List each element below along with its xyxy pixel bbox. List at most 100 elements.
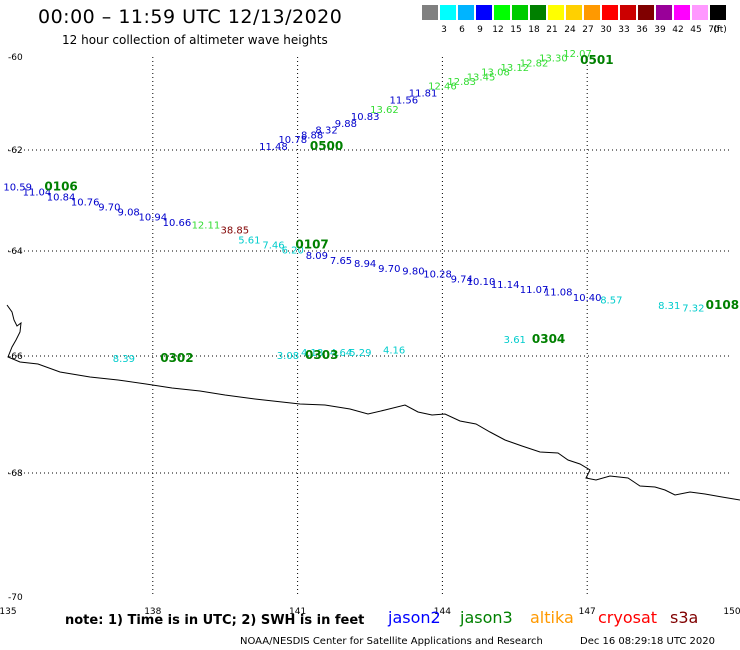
legend-swatch <box>566 5 582 20</box>
swh-reading: 10.10 <box>467 277 496 288</box>
swh-reading: 12.82 <box>520 58 549 69</box>
lat-tick-label: -70 <box>8 593 23 603</box>
footer-note: note: 1) Time is in UTC; 2) SWH is in fe… <box>65 613 365 628</box>
swh-reading: 10.78 <box>278 135 307 146</box>
pass-id-label: 0108 <box>706 298 739 312</box>
lon-tick-label: 135 <box>0 607 17 617</box>
satellite-label-jason2: jason2 <box>388 608 441 627</box>
legend-label: 42 <box>672 25 684 35</box>
pass-id-label: 0304 <box>532 332 565 346</box>
observations: 13.84 12.0713.3012.8213.1213.0813.4512.83… <box>3 0 704 365</box>
swh-reading: 10.66 <box>163 218 192 229</box>
swh-reading: 11.04 <box>23 187 52 198</box>
lon-tick-label: 150 <box>723 607 740 617</box>
legend-label: 24 <box>564 25 576 35</box>
swh-reading: 12.46 <box>428 82 457 93</box>
swh-reading: 11.14 <box>491 280 520 291</box>
legend-label: 6 <box>459 25 465 35</box>
generated-timestamp: Dec 16 08:29:18 UTC 2020 <box>580 636 715 647</box>
swh-reading: 11.08 <box>544 288 573 299</box>
legend-swatch <box>656 5 672 20</box>
legend-swatch <box>548 5 564 20</box>
swh-reading: 3.61 <box>504 335 526 346</box>
swh-reading: 11.07 <box>520 285 549 296</box>
legend-label: 30 <box>600 25 612 35</box>
swh-reading: 4.16 <box>383 345 405 356</box>
coastline <box>6 304 740 501</box>
pass-id-label: 0303 <box>305 348 338 362</box>
swh-reading: 12.83 <box>447 77 476 88</box>
pass-id-label: 0500 <box>310 139 343 153</box>
swh-reading: 13.62 <box>370 105 399 116</box>
legend-swatch <box>422 5 438 20</box>
legend-swatch <box>584 5 600 20</box>
legend-swatch <box>620 5 636 20</box>
lon-tick-label: 144 <box>434 607 451 617</box>
lat-tick-label: -66 <box>8 352 23 362</box>
swh-reading: 10.59 <box>3 182 32 193</box>
legend-label: 33 <box>618 25 630 35</box>
pass-id-label: 0501 <box>580 53 613 67</box>
legend-label: 27 <box>582 25 594 35</box>
graticule <box>8 57 732 597</box>
swh-reading: 8.88 <box>301 130 323 141</box>
swh-reading: 13.45 <box>467 72 496 83</box>
swh-reading: 12.11 <box>192 220 221 231</box>
lat-tick-label: -64 <box>8 247 23 257</box>
swh-reading: 4.18 <box>301 348 323 359</box>
swh-reading: 9.08 <box>118 208 140 219</box>
legend-swatch <box>512 5 528 20</box>
swh-reading: 5.29 <box>349 348 371 359</box>
swh-reading: 12.07 <box>563 49 592 60</box>
swh-reading: 8.32 <box>315 126 337 137</box>
lat-tick-label: -60 <box>8 53 23 63</box>
pass-id-label: 0107 <box>295 237 328 251</box>
swh-reading: 10.83 <box>351 112 380 123</box>
swh-reading: 13.08 <box>481 68 510 79</box>
legend-label: 3 <box>441 25 447 35</box>
swh-reading: 10.84 <box>47 193 76 204</box>
swh-reading: 8.94 <box>354 259 376 270</box>
map-area <box>0 57 740 598</box>
legend-swatch <box>494 5 510 20</box>
legend-unit: (ft) <box>713 25 727 35</box>
legend-label: 12 <box>492 25 504 35</box>
legend-swatch <box>458 5 474 20</box>
swh-reading: 10.94 <box>138 213 167 224</box>
swh-reading: 9.88 <box>335 119 357 130</box>
lon-tick-label: 141 <box>289 607 306 617</box>
swh-reading: 7.65 <box>330 256 352 267</box>
swh-reading: 11.56 <box>389 96 418 107</box>
lat-tick-label: -62 <box>8 146 23 156</box>
swh-reading: 7.46 <box>262 240 284 251</box>
swh-reading: 13.30 <box>539 54 568 65</box>
swh-reading: 10.40 <box>573 293 602 304</box>
swh-reading: 38.85 <box>221 225 250 236</box>
satellite-label-altika: altika <box>530 608 574 627</box>
lon-tick-label: 147 <box>579 607 596 617</box>
legend-swatch <box>602 5 618 20</box>
satellite-label-jason3: jason3 <box>460 608 513 627</box>
chart-subtitle: 12 hour collection of altimeter wave hei… <box>62 33 328 47</box>
swh-reading: 8.09 <box>306 251 328 262</box>
swh-reading: 9.80 <box>402 267 424 278</box>
swh-reading: 9.74 <box>451 275 473 286</box>
swh-reading: 8.57 <box>600 296 622 307</box>
swh-reading: 4.64 <box>330 348 352 359</box>
swh-reading: 8.39 <box>113 354 135 365</box>
legend-label: 9 <box>477 25 483 35</box>
legend-label: 18 <box>528 25 540 35</box>
pass-labels: 0501 0500 0106 0107 0108 0302 0304 0303 <box>44 53 739 365</box>
legend-swatch <box>476 5 492 20</box>
axis-ticks: 135 138 141 144 147 150 -60 -62 -64 -66 -68 -70 <box>0 53 740 617</box>
swh-reading: 8.31 <box>658 301 680 312</box>
pass-id-label: 0106 <box>44 179 77 193</box>
satellite-label-cryosat: cryosat <box>598 608 658 627</box>
pass-id-label: 0302 <box>160 351 193 365</box>
legend-swatch <box>692 5 708 20</box>
credit-line: NOAA/NESDIS Center for Satellite Applica… <box>240 636 543 647</box>
chart-title: 00:00 – 11:59 UTC 12/13/2020 <box>38 6 343 28</box>
swh-reading: 13.84 <box>587 0 616 3</box>
swh-reading: 13.12 <box>500 63 529 74</box>
legend-swatch <box>530 5 546 20</box>
